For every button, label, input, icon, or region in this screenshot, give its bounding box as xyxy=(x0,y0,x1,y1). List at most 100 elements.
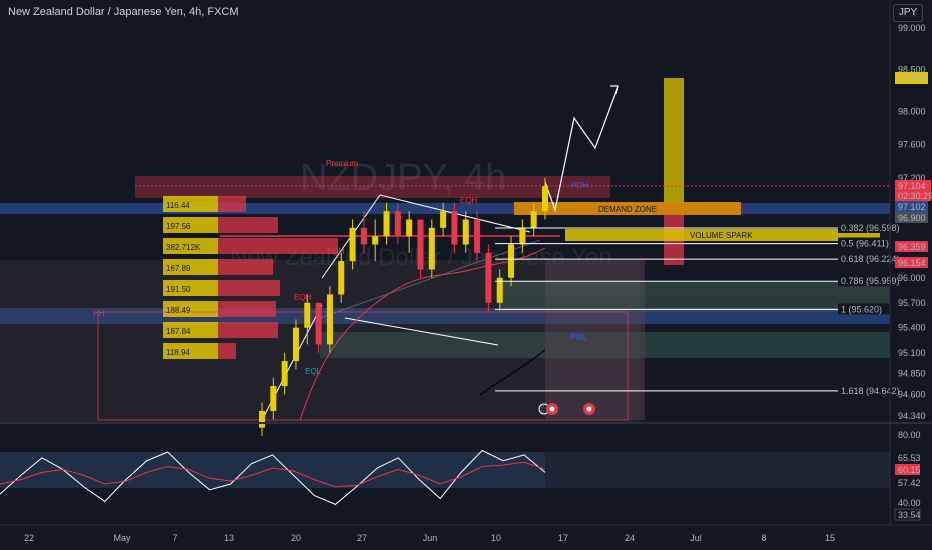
rsi-ma-line xyxy=(0,461,546,488)
volume-profile-label-5: 188.49 xyxy=(166,306,191,315)
eqh-label-1: EQH xyxy=(294,293,312,302)
volume-profile-sell-3 xyxy=(218,259,273,275)
discount-zone xyxy=(320,332,890,358)
eql-label: EQL xyxy=(305,367,322,376)
volume-profile-label-2: 382.712K xyxy=(166,243,201,252)
time-tick-12: 15 xyxy=(825,533,835,543)
volume-profile-sell-6 xyxy=(218,322,278,338)
target-price-label: 98.389 xyxy=(898,73,926,83)
fib-label-1: 0.5 (96.411) xyxy=(841,239,889,249)
target-price-bg xyxy=(895,72,928,84)
price-tick-10: 94.340 xyxy=(898,411,926,421)
level2-label: 96.359 xyxy=(898,242,926,252)
demand-zone-box xyxy=(514,202,741,215)
time-tick-0: 22 xyxy=(24,533,34,543)
price-tick-7: 95.400 xyxy=(898,323,926,333)
candle-body-23 xyxy=(519,227,526,245)
volume-profile-bar-0 xyxy=(163,196,218,212)
level1-bg xyxy=(895,212,928,223)
price-tick-4: 97.200 xyxy=(898,173,926,183)
time-tick-3: 13 xyxy=(224,533,234,543)
candle-body-25 xyxy=(542,186,548,212)
level4-label: 95.100 xyxy=(898,348,926,358)
price-tick-0: 99.000 xyxy=(898,23,926,33)
candle-body-17 xyxy=(451,211,458,245)
green-band-2 xyxy=(500,296,890,312)
fib-label-2: 0.618 (96.224) xyxy=(841,254,900,264)
time-tick-11: 8 xyxy=(761,533,766,543)
pwl-label: PWL xyxy=(570,333,588,342)
rsi-ma-label: 57.42 xyxy=(898,478,921,488)
volume-profile-bar-3 xyxy=(163,259,218,275)
bid-price-label: 97.102 xyxy=(898,202,926,212)
time-tick-7: 10 xyxy=(491,533,501,543)
rsi-tick-40: 40.00 xyxy=(898,498,921,508)
time-tick-9: 24 xyxy=(625,533,635,543)
candle-body-9 xyxy=(360,227,367,245)
price-axis[interactable]: 99.000 98.500 98.000 97.600 97.200 96.000 95.7… xyxy=(898,23,926,421)
countdown-label: 02:30:29 xyxy=(898,191,932,201)
candle-body-14 xyxy=(417,219,424,270)
current-price-bg xyxy=(895,180,931,201)
candle-body-21 xyxy=(496,277,503,303)
rsi-line xyxy=(0,449,546,505)
fib-label-0: 0.382 (96.598) xyxy=(841,223,900,233)
fib-label-bg-5 xyxy=(838,384,890,396)
volume-profile-bar-1 xyxy=(163,217,218,233)
price-tick-2: 98.000 xyxy=(898,106,926,116)
fib-label-3: 0.786 (95.959) xyxy=(841,276,900,286)
fib-label-bg-4 xyxy=(838,303,890,315)
candle-body-7 xyxy=(338,261,345,295)
fibonacci-levels: 0.382 (96.598) 0.5 (96.411) 0.618 (96.224)… xyxy=(495,221,900,396)
premium-zone xyxy=(135,176,610,198)
level4-bg xyxy=(895,347,928,359)
currency-button[interactable]: JPY xyxy=(893,4,923,22)
volume-profile-label-6: 187.84 xyxy=(166,327,191,336)
volume-profile-bar-7 xyxy=(163,343,218,359)
candle-body-3 xyxy=(292,327,299,362)
candle-body-1 xyxy=(270,386,277,412)
hh-box xyxy=(97,311,629,421)
event-icon-2-inner xyxy=(549,406,555,412)
fib-label-bg-1 xyxy=(838,237,890,249)
volume-profile-sell-4 xyxy=(218,280,280,296)
chart-title: New Zealand Dollar / Japanese Yen, 4h, F… xyxy=(8,6,239,18)
rsi-lower-label: 33.54 xyxy=(898,510,921,520)
rsi-band xyxy=(0,452,545,488)
price-tick-1: 98.500 xyxy=(898,65,926,75)
premium-label: Premium xyxy=(326,159,358,168)
candle-body-2 xyxy=(281,361,288,387)
volume-profile-label-1: 197.56 xyxy=(166,222,191,231)
blue-zone-top xyxy=(0,203,890,214)
fib-label-bg-0 xyxy=(838,221,890,233)
eqh-label-3: EQH xyxy=(460,196,478,205)
price-tick-5: 96.000 xyxy=(898,273,926,283)
rsi-tick-80: 80.00 xyxy=(898,430,921,440)
projection-arrowhead xyxy=(610,85,619,95)
time-tick-10: Jul xyxy=(690,533,702,543)
volume-profile-label-4: 191.50 xyxy=(166,285,191,294)
bid-price-bg xyxy=(895,201,928,212)
hh-label: HH xyxy=(93,309,105,318)
candle-body-20 xyxy=(485,252,492,303)
candle-body-13 xyxy=(406,219,413,237)
time-tick-8: 17 xyxy=(558,533,568,543)
projection-path xyxy=(544,85,619,213)
time-tick-1: May xyxy=(113,533,131,543)
fib-label-5: 1.618 (94.642) xyxy=(841,386,900,396)
candle-body-19 xyxy=(474,219,481,253)
time-tick-6: Jun xyxy=(423,533,438,543)
demand-zone-label: DEMAND ZONE xyxy=(598,205,657,214)
target-box-up xyxy=(664,78,684,203)
candle-body-22 xyxy=(508,244,515,278)
rsi-value-label: 60.15 xyxy=(898,465,921,475)
candle-body-5 xyxy=(315,302,322,345)
candle-body-6 xyxy=(326,294,333,345)
volume-profile-sell-0 xyxy=(218,196,246,212)
volume-profile: 116.44 197.56 382.712K 167.89 191.50 188.49 18… xyxy=(163,196,338,359)
level2-bg xyxy=(895,241,928,252)
time-axis[interactable]: 22 May 7 13 20 27 Jun 10 17 24 Jul 8 15 xyxy=(24,533,835,543)
candles xyxy=(259,177,548,436)
